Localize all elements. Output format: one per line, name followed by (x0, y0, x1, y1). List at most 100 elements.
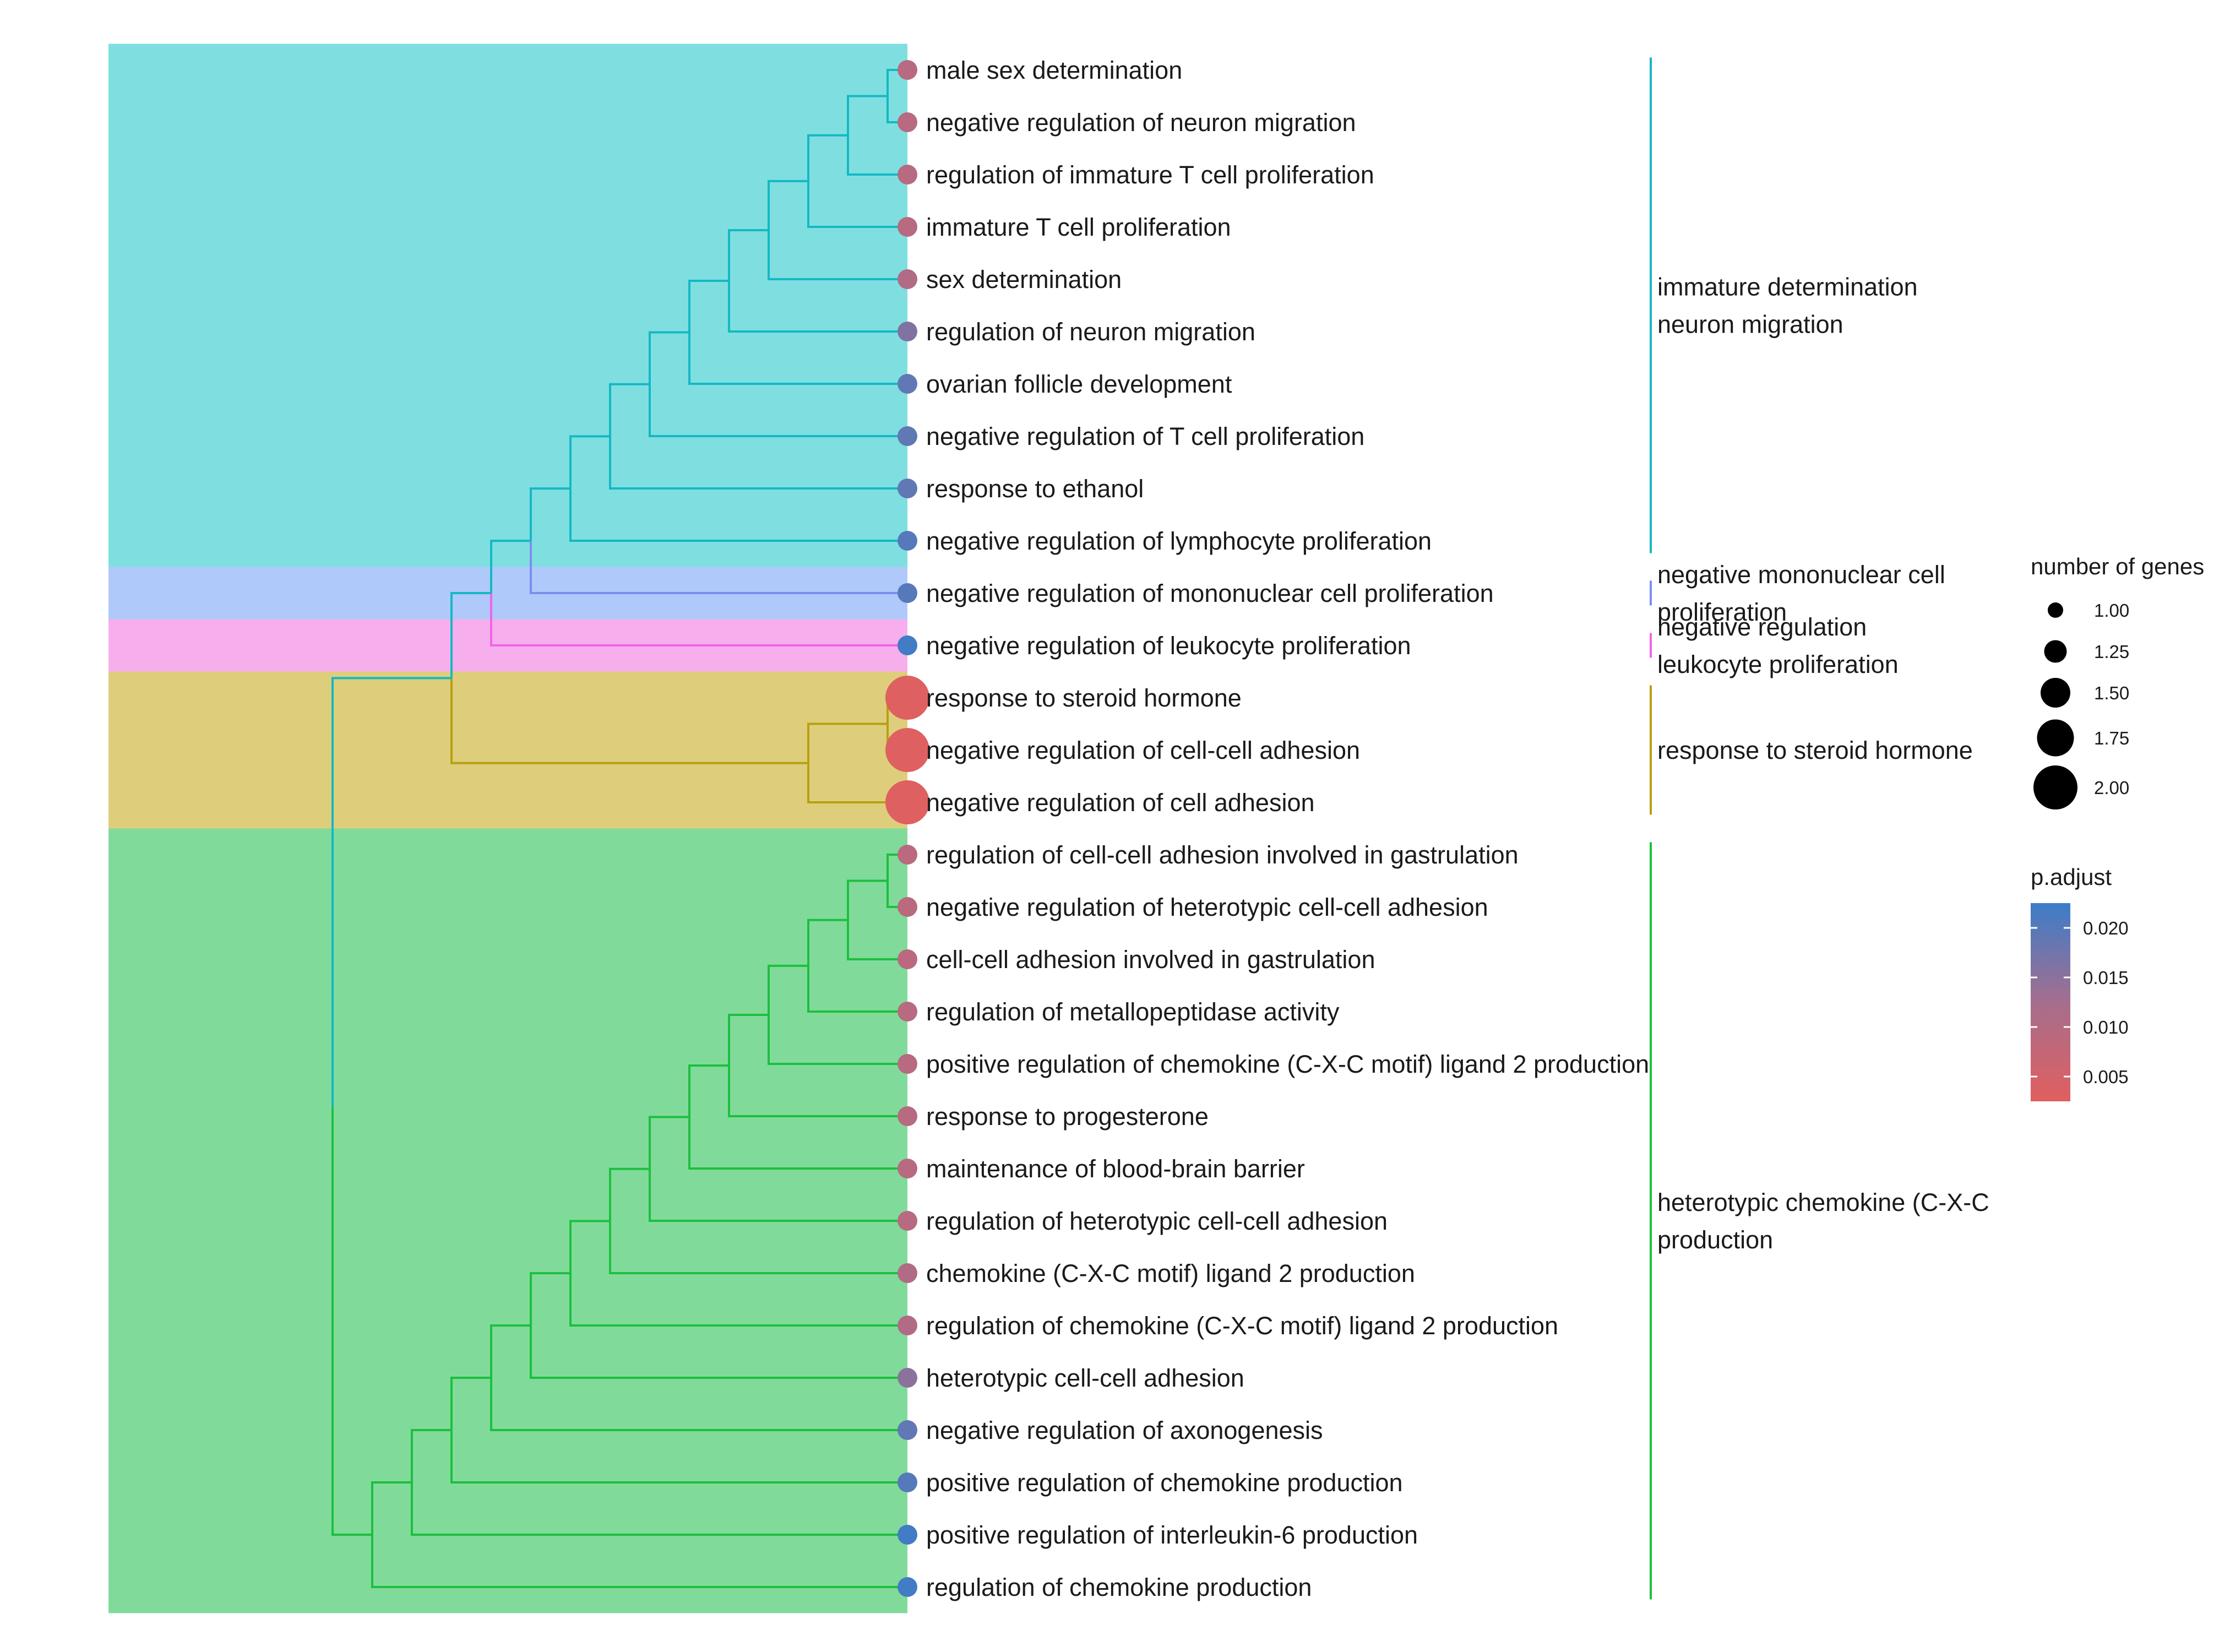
term-label: regulation of neuron migration (926, 318, 1255, 346)
term-label: regulation of cell-cell adhesion involve… (926, 841, 1519, 869)
term-labels: male sex determination negative regulatio… (926, 56, 1649, 1601)
color-legend-bar (2031, 903, 2070, 1101)
term-label: regulation of immature T cell proliferat… (926, 161, 1374, 189)
dendrogram-branch (688, 1064, 729, 1117)
dendrogram-branch (490, 1378, 907, 1431)
term-point (898, 1420, 917, 1440)
cluster-label: negative regulation (1657, 613, 1867, 641)
term-point (898, 269, 917, 289)
dendrogram-branch (450, 592, 491, 678)
term-label: negative regulation of axonogenesis (926, 1416, 1323, 1444)
term-label: maintenance of blood-brain barrier (926, 1155, 1305, 1183)
term-point (898, 845, 917, 865)
term-label: negative regulation of lymphocyte prolif… (926, 527, 1432, 555)
color-legend: p.adjust 0.020 0.015 0.010 0.005 (2031, 864, 2129, 1101)
term-point (898, 374, 917, 394)
size-legend-key (2044, 640, 2067, 663)
cluster-band (108, 671, 907, 829)
term-point (898, 531, 917, 551)
dendrogram-branch (807, 134, 848, 181)
term-label: negative regulation of heterotypic cell-… (926, 893, 1488, 921)
term-point (898, 165, 917, 184)
term-point (898, 1316, 917, 1335)
term-point (898, 1106, 917, 1126)
cluster-label: leukocyte proliferation (1657, 650, 1899, 678)
term-point (885, 676, 929, 720)
dendrogram-branch (331, 677, 452, 1107)
cluster-labels: immature determination neuron migration ne… (1650, 57, 1989, 1600)
term-point (898, 1211, 917, 1231)
dendrogram-branch (411, 1482, 907, 1536)
dendrogram-branch (847, 135, 907, 176)
dendrogram-branch (371, 1535, 907, 1588)
size-legend-key (2037, 719, 2074, 757)
term-label: regulation of heterotypic cell-cell adhe… (926, 1207, 1388, 1235)
size-legend: number of genes 1.00 1.25 1.50 1.75 2.00 (2031, 553, 2204, 809)
cluster-label: proliferation (1657, 598, 1787, 626)
dendrogram-branch (768, 230, 907, 280)
color-legend-label: 0.010 (2083, 1017, 2129, 1037)
term-point (898, 322, 917, 341)
dendrogram-branch (530, 1272, 570, 1326)
term-label: positive regulation of interleukin-6 pro… (926, 1521, 1418, 1549)
dendrogram-branch (450, 1430, 907, 1483)
dendrogram-branch (728, 280, 907, 333)
size-legend-label: 1.25 (2094, 642, 2129, 662)
term-label: regulation of chemokine production (926, 1573, 1312, 1601)
dendrogram-branch (688, 332, 907, 385)
dendrogram-branch (847, 920, 907, 960)
term-point (885, 780, 929, 824)
size-legend-key (2041, 678, 2070, 708)
cluster-label: neuron migration (1657, 311, 1843, 339)
dendrogram-branch (768, 180, 808, 230)
term-point (898, 1368, 917, 1388)
term-label: cell-cell adhesion involved in gastrulat… (926, 945, 1375, 974)
term-point (898, 1054, 917, 1074)
dendrogram-branch (688, 1117, 907, 1170)
term-point (898, 635, 917, 655)
term-point (898, 1472, 917, 1492)
dendrogram-branch (331, 1106, 372, 1536)
term-label: negative regulation of cell-cell adhesio… (926, 736, 1360, 764)
term-label: sex determination (926, 265, 1122, 294)
cluster-label: production (1657, 1226, 1773, 1254)
dendrogram-branch (807, 965, 907, 1013)
term-label: response to progesterone (926, 1102, 1209, 1131)
term-label: ovarian follicle development (926, 370, 1232, 398)
color-legend-title: p.adjust (2031, 864, 2112, 890)
dendrogram-branch (688, 279, 729, 333)
dendrogram-branch (649, 384, 907, 437)
term-point (898, 949, 917, 969)
dendrogram-branch (530, 1325, 907, 1379)
dendrogram-branch (728, 1065, 907, 1117)
term-point (898, 60, 917, 80)
term-label: positive regulation of chemokine (C-X-C … (926, 1050, 1649, 1078)
dendrogram-branch (768, 964, 808, 1015)
term-label: immature T cell proliferation (926, 213, 1231, 241)
dendrogram-branch (609, 383, 650, 437)
dendrogram-branch (450, 678, 808, 764)
term-label: response to ethanol (926, 475, 1144, 503)
term-label: negative regulation of T cell proliferat… (926, 422, 1364, 450)
term-points (885, 60, 929, 1597)
cluster-label: heterotypic chemokine (C-X-C (1657, 1188, 1989, 1216)
dendrogram-branch (411, 1429, 452, 1483)
size-legend-label: 1.50 (2094, 683, 2129, 703)
dendrogram-branch (530, 487, 570, 541)
dendrogram-branch (569, 488, 907, 542)
cluster-label: immature determination (1657, 273, 1918, 301)
dendrogram-branch (768, 1014, 907, 1065)
dendrogram-branch (609, 1167, 650, 1221)
dendrogram-branch (649, 331, 689, 384)
dendrogram-branch (490, 593, 907, 646)
dendrogram-branch (847, 879, 888, 920)
dendrogram-branch (371, 1481, 412, 1535)
term-point (898, 1577, 917, 1597)
size-legend-key (2048, 602, 2063, 618)
dendrogram-branch (807, 763, 907, 803)
dendrogram-branch (530, 541, 907, 594)
term-point (898, 1525, 917, 1545)
dendrogram-branch (450, 1377, 491, 1431)
dendrogram-branches (331, 69, 907, 1588)
term-label: negative regulation of neuron migration (926, 108, 1356, 137)
